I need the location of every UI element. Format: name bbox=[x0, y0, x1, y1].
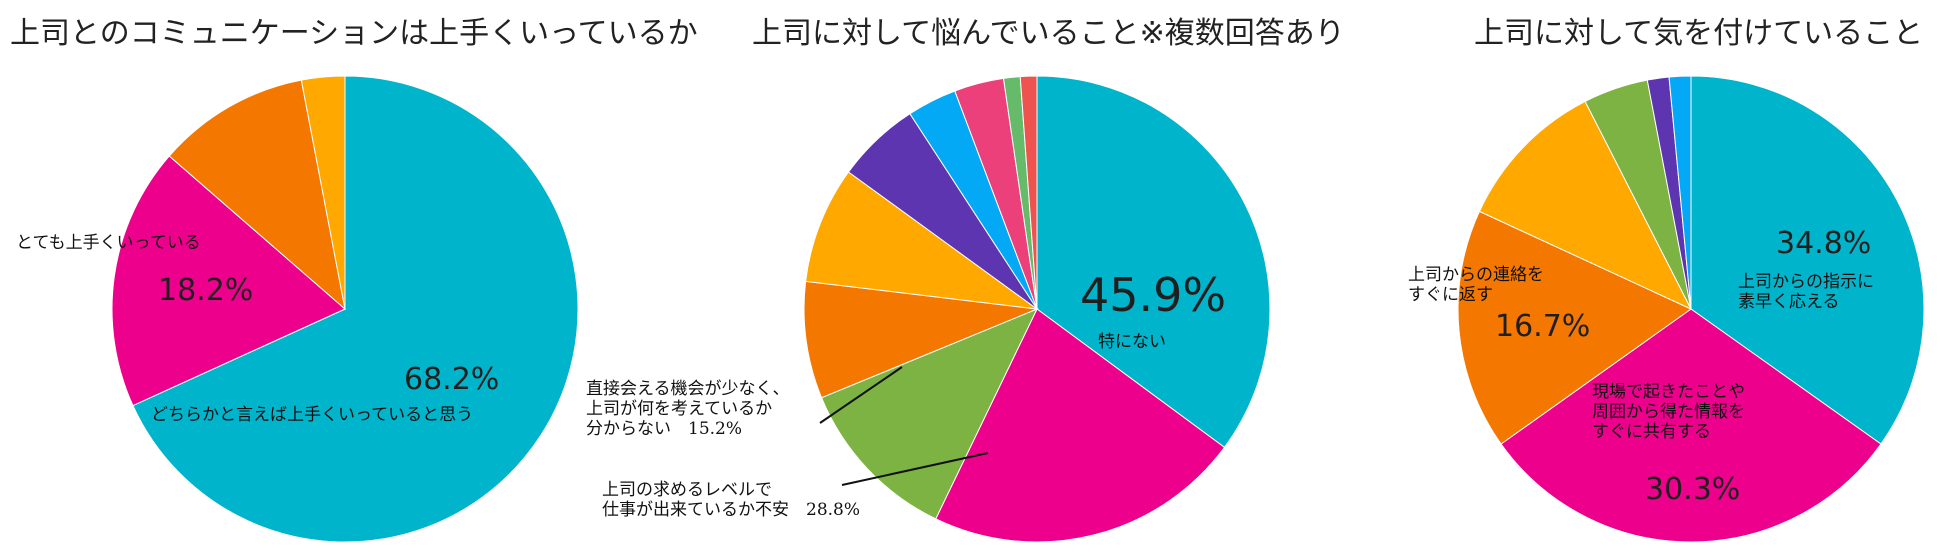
slice-value-very-good: 18.2% bbox=[158, 273, 254, 308]
pie-chart-worries bbox=[803, 75, 1271, 543]
pie-2-slice-2 bbox=[935, 308, 1226, 543]
pie-2-slice-10 bbox=[1019, 75, 1038, 310]
chart-1-title: 上司とのコミュニケーションは上手くいっているか bbox=[10, 16, 698, 51]
pie-2-slice-5 bbox=[805, 171, 1039, 310]
slice-value-share-info: 30.3% bbox=[1645, 472, 1741, 507]
slice-label-reply-fast: 上司からの連絡を すぐに返す bbox=[1408, 265, 1544, 305]
pie-2-slice-4 bbox=[803, 280, 1039, 399]
slice-value-somewhat-good: 68.2% bbox=[404, 362, 500, 397]
slice-label-respond-fast: 上司からの指示に 素早く応える bbox=[1738, 272, 1874, 312]
pie-1-slice-1 bbox=[132, 75, 579, 543]
leader-line-level bbox=[841, 452, 989, 486]
pie-3-slice-4 bbox=[1478, 100, 1693, 311]
pie-chart-careful-points bbox=[1457, 75, 1925, 543]
pie-1-slice-2 bbox=[111, 155, 346, 407]
slice-label-nothing: 特にない bbox=[1098, 332, 1166, 352]
chart-2-title: 上司に対して悩んでいること※複数回答あり bbox=[752, 16, 1345, 51]
leader-line-meeting bbox=[819, 366, 903, 424]
pie-chart-communication bbox=[111, 75, 579, 543]
pie-3-slice-2 bbox=[1500, 308, 1882, 543]
pie-1-slice-4 bbox=[300, 75, 346, 310]
pie-1-slice-3 bbox=[168, 79, 346, 311]
slice-value-reply-fast: 16.7% bbox=[1495, 309, 1591, 344]
slice-value-respond-fast: 34.8% bbox=[1776, 226, 1872, 261]
pie-3-slice-3 bbox=[1457, 210, 1692, 445]
pie-2-slice-1 bbox=[1036, 75, 1271, 449]
slice-label-share-info: 現場で起きたことや 周囲から得た情報を すぐに共有する bbox=[1592, 382, 1745, 442]
slice-label-level: 上司の求めるレベルで 仕事が出来ているか不安 28.8% bbox=[602, 480, 861, 520]
slice-label-somewhat-good: どちらかと言えば上手くいっていると思う bbox=[151, 405, 474, 425]
pie-2-slice-3 bbox=[820, 308, 1039, 520]
slice-label-meeting: 直接会える機会が少なく、 上司が何を考えているか 分からない 15.2% bbox=[586, 379, 790, 439]
slice-value-nothing: 45.9% bbox=[1080, 268, 1227, 322]
pie-3-slice-7 bbox=[1668, 75, 1692, 310]
slice-label-very-good: とても上手くいっている bbox=[16, 233, 201, 253]
pie-3-slice-1 bbox=[1690, 75, 1925, 445]
chart-3-title: 上司に対して気を付けていること bbox=[1474, 16, 1924, 51]
